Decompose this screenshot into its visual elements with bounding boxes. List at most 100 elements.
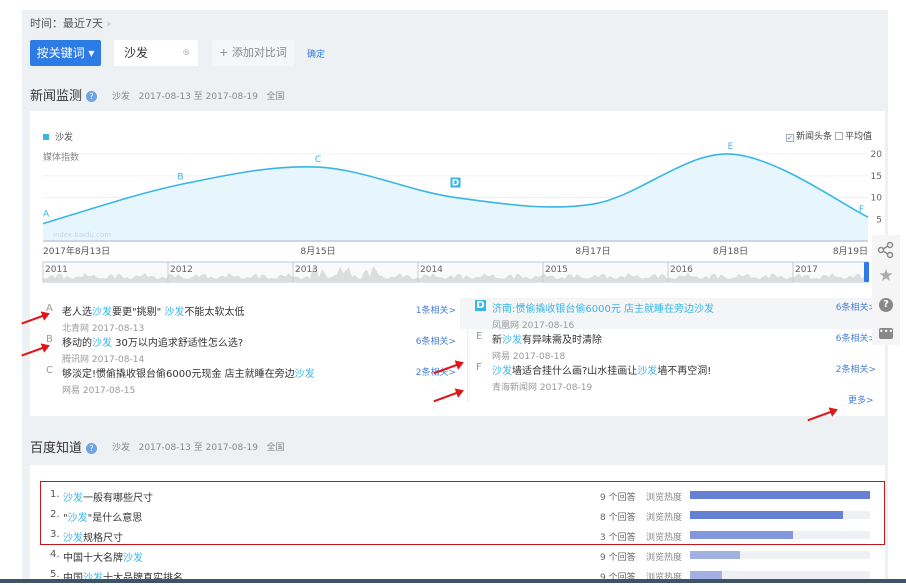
news-title[interactable]: 老人选沙发要更"挑剔" 沙发不能太软太低 xyxy=(62,303,460,318)
keyword-highlight: 沙发 xyxy=(123,553,143,564)
navigator-year: 2014 xyxy=(420,265,443,275)
news-source: 青海新闻网 2017-08-19 xyxy=(492,383,593,393)
news-title[interactable]: 移动的沙发 30万以内追求舒适性怎么选? xyxy=(62,334,460,349)
keyword-input[interactable]: 沙发 ⊗ xyxy=(114,40,198,66)
y-axis-label: 媒体指数 xyxy=(43,151,79,163)
keyword-highlight: 沙发 xyxy=(92,307,112,318)
checkbox-icon xyxy=(835,132,843,140)
news-title[interactable]: 济南:惯偷撬收银台偷6000元 店主就睡在旁边沙发 xyxy=(492,300,880,315)
zhidao-row[interactable]: 3. 沙发规格尺寸 3 个回答 浏览热度 xyxy=(30,525,885,545)
heat-label: 浏览热度 xyxy=(646,553,683,563)
marker-letter: E xyxy=(476,331,483,342)
headline-label: 新闻头条 xyxy=(796,132,833,142)
news-source: 凤凰网 2017-08-16 xyxy=(492,321,575,331)
news-item[interactable]: E 新沙发有异味需及时清除 网易 2017-08-18 6条相关> xyxy=(460,329,880,362)
news-title[interactable]: 沙发墙适合挂什么画?山水挂画让沙发墙不再空洞! xyxy=(492,362,880,377)
news-item[interactable]: D 济南:惯偷撬收银台偷6000元 店主就睡在旁边沙发 凤凰网 2017-08-16… xyxy=(460,298,880,331)
title-text: 一般有哪些尺寸 xyxy=(83,493,153,504)
chart-legend[interactable]: 沙发 xyxy=(43,133,73,144)
row-number: 2. xyxy=(50,509,60,520)
x-tick-label: 8月15日 xyxy=(300,246,335,257)
media-index-chart[interactable]: 5 10 15 20 媒体指数 index.baidu.com A B C D E F 2017年8月1… xyxy=(30,141,885,311)
x-tick-label: 8月19日 xyxy=(833,246,868,257)
zhidao-row[interactable]: 2. "沙发"是什么意思 8 个回答 浏览热度 xyxy=(30,505,885,525)
navigator-handle[interactable] xyxy=(864,262,869,282)
related-link[interactable]: 6条相关> xyxy=(835,334,876,344)
question-title[interactable]: 沙发一般有哪些尺寸 xyxy=(63,489,153,504)
confirm-link[interactable]: 确定 xyxy=(307,50,326,60)
navigator-year: 2012 xyxy=(170,265,193,275)
help-icon[interactable]: ? xyxy=(86,91,98,102)
news-title-text: 新闻监测 xyxy=(30,89,83,104)
heat-bar xyxy=(690,511,870,519)
add-compare-button[interactable]: + 添加对比词 xyxy=(212,40,294,66)
related-link[interactable]: 1条相关> xyxy=(415,306,456,316)
help-icon[interactable]: ? xyxy=(877,294,895,312)
question-title[interactable]: 中国沙发十大品牌真实排名 xyxy=(63,569,183,584)
heat-bar-fill xyxy=(690,531,793,539)
share-icon[interactable] xyxy=(877,241,895,259)
zhidao-row[interactable]: 1. 沙发一般有哪些尺寸 9 个回答 浏览热度 xyxy=(30,485,885,505)
point-marker-F: F xyxy=(859,205,864,215)
answer-count: 9 个回答 xyxy=(600,553,636,563)
title-text: 要更"挑剔" xyxy=(112,307,165,318)
star-icon[interactable]: ★ xyxy=(878,266,894,286)
time-filter-label: 时间：最近7天 xyxy=(30,17,103,30)
keyword-highlight: 沙发 xyxy=(92,338,112,349)
meta-range: 2017-08-13 至 2017-08-19 xyxy=(138,443,258,453)
title-text: 墙不再空洞! xyxy=(657,366,712,377)
keyword-highlight: 沙发 xyxy=(83,573,103,584)
y-tick-label: 20 xyxy=(871,150,883,160)
comment-icon[interactable]: ••• xyxy=(877,321,895,339)
time-filter[interactable]: 时间：最近7天 › xyxy=(30,15,111,31)
marker-letter: B xyxy=(46,334,53,345)
news-title[interactable]: 新沙发有异味需及时清除 xyxy=(492,331,880,346)
related-link[interactable]: 6条相关> xyxy=(415,337,456,347)
title-text: 够淡定!惯偷撬收银台偷6000元现金 店主就睡在旁边 xyxy=(62,369,295,380)
question-title[interactable]: 中国十大名牌沙发 xyxy=(63,549,143,564)
news-item[interactable]: A 老人选沙发要更"挑剔" 沙发不能太软太低 北青网 2017-08-13 1条相关> xyxy=(30,301,460,334)
heat-label: 浏览热度 xyxy=(646,533,683,543)
news-title[interactable]: 够淡定!惯偷撬收银台偷6000元现金 店主就睡在旁边沙发 xyxy=(62,365,460,380)
question-title[interactable]: 沙发规格尺寸 xyxy=(63,529,123,544)
related-link[interactable]: 6条相关> xyxy=(835,303,876,313)
meta-region: 全国 xyxy=(266,443,285,453)
title-text: 中国 xyxy=(63,573,83,584)
zhidao-panel: 1. 沙发一般有哪些尺寸 9 个回答 浏览热度 2. "沙发"是什么意思 8 个回答 浏览热度… xyxy=(30,465,885,584)
keyword-highlight: 沙发 xyxy=(492,366,512,377)
zhidao-title-text: 百度知道 xyxy=(30,441,83,456)
keyword-mode-button[interactable]: 按关键词 ▾ xyxy=(30,40,101,66)
title-text: "是什么意思 xyxy=(87,513,143,524)
point-marker-B: B xyxy=(177,172,183,182)
zhidao-section-meta: 沙发 2017-08-13 至 2017-08-19 全国 xyxy=(112,440,285,453)
row-number: 5. xyxy=(50,569,60,580)
keyword-highlight: 济南:惯偷撬收银台偷6000元 店主就睡在旁边沙发 xyxy=(492,304,714,315)
title-text: 30万以内追求舒适性怎么选? xyxy=(112,338,244,349)
news-item[interactable]: F 沙发墙适合挂什么画?山水挂画让沙发墙不再空洞! 青海新闻网 2017-08-19… xyxy=(460,360,880,393)
title-text: 十大品牌真实排名 xyxy=(103,573,183,584)
zhidao-row[interactable]: 4. 中国十大名牌沙发 9 个回答 浏览热度 xyxy=(30,545,885,565)
marker-letter: D xyxy=(475,300,486,311)
news-item[interactable]: B 移动的沙发 30万以内追求舒适性怎么选? 腾讯网 2017-08-14 6条相关> xyxy=(30,332,460,365)
keyword-highlight: 沙发 xyxy=(502,335,522,346)
clear-icon[interactable]: ⊗ xyxy=(182,48,190,58)
news-section-title: 新闻监测? xyxy=(30,85,98,104)
heat-bar-fill xyxy=(690,571,723,579)
side-toolbar: ★ ? ••• xyxy=(872,235,900,345)
y-tick-label: 15 xyxy=(871,172,882,182)
more-link[interactable]: 更多> xyxy=(848,396,874,406)
help-icon[interactable]: ? xyxy=(86,443,98,454)
keyword-highlight: 沙发 xyxy=(63,493,83,504)
title-text: 移动的 xyxy=(62,338,92,349)
marker-letter: F xyxy=(476,362,482,373)
question-title[interactable]: "沙发"是什么意思 xyxy=(63,509,142,524)
related-link[interactable]: 2条相关> xyxy=(835,365,876,375)
news-section-meta: 沙发 2017-08-13 至 2017-08-19 全国 xyxy=(112,89,285,102)
headline-checkbox[interactable]: ✓ 新闻头条 xyxy=(786,129,832,142)
average-checkbox[interactable]: 平均值 xyxy=(835,129,872,142)
row-number: 4. xyxy=(50,549,60,560)
title-text: 墙适合挂什么画?山水挂画让 xyxy=(512,366,638,377)
news-item[interactable]: C 够淡定!惯偷撬收银台偷6000元现金 店主就睡在旁边沙发 网易 2017-08-… xyxy=(30,363,460,396)
series-line xyxy=(42,153,869,225)
